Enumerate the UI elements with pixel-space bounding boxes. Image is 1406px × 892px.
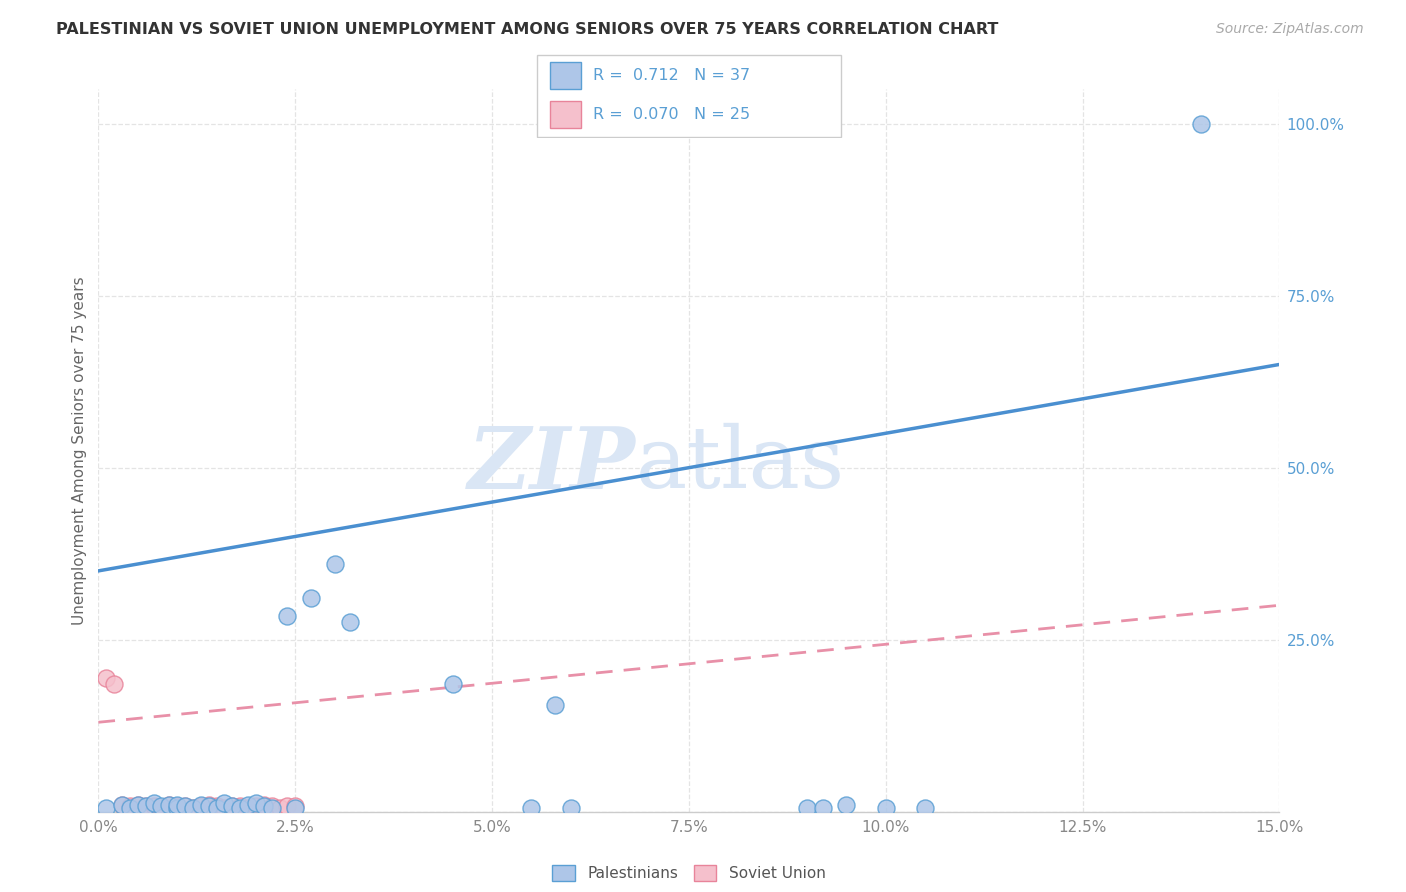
Point xyxy=(181,801,204,815)
Point xyxy=(197,799,219,814)
Point xyxy=(276,799,298,814)
Point xyxy=(875,801,897,815)
Point xyxy=(221,799,243,814)
Point xyxy=(560,801,582,815)
Text: atlas: atlas xyxy=(636,424,845,507)
Point xyxy=(245,797,267,811)
Point xyxy=(150,801,173,815)
Point xyxy=(229,799,252,814)
Point xyxy=(135,799,157,814)
Point xyxy=(441,677,464,691)
Point xyxy=(166,799,188,814)
FancyBboxPatch shape xyxy=(550,101,581,128)
Text: Source: ZipAtlas.com: Source: ZipAtlas.com xyxy=(1216,22,1364,37)
Point xyxy=(96,671,118,685)
Point xyxy=(157,797,180,812)
Point xyxy=(127,797,149,812)
Point xyxy=(166,797,188,812)
Point xyxy=(103,677,125,691)
Point xyxy=(260,799,283,814)
FancyBboxPatch shape xyxy=(550,62,581,89)
Point xyxy=(323,557,346,571)
Point xyxy=(142,799,165,814)
Point xyxy=(197,797,219,812)
Point xyxy=(914,801,936,815)
Point xyxy=(190,797,212,812)
Point xyxy=(811,801,834,815)
Point xyxy=(284,799,307,814)
Point xyxy=(253,797,276,812)
Point xyxy=(236,797,259,812)
Point xyxy=(142,797,165,811)
Point xyxy=(127,797,149,812)
FancyBboxPatch shape xyxy=(537,55,841,136)
Point xyxy=(111,797,134,812)
Point xyxy=(276,608,298,623)
Point xyxy=(520,801,543,815)
Text: PALESTINIAN VS SOVIET UNION UNEMPLOYMENT AMONG SENIORS OVER 75 YEARS CORRELATION: PALESTINIAN VS SOVIET UNION UNEMPLOYMENT… xyxy=(56,22,998,37)
Point xyxy=(181,801,204,815)
Point xyxy=(796,801,818,815)
Point xyxy=(221,799,243,814)
Point xyxy=(205,799,228,814)
Point xyxy=(150,799,173,814)
Point xyxy=(299,591,322,606)
Point xyxy=(111,797,134,812)
Legend: Palestinians, Soviet Union: Palestinians, Soviet Union xyxy=(546,859,832,888)
Text: ZIP: ZIP xyxy=(468,423,636,507)
Point xyxy=(214,797,236,811)
Point xyxy=(174,799,197,814)
Point xyxy=(190,799,212,814)
Point xyxy=(1189,117,1212,131)
Point xyxy=(205,801,228,815)
Point xyxy=(118,799,141,814)
Point xyxy=(339,615,361,630)
Point xyxy=(544,698,567,712)
Point xyxy=(214,801,236,815)
Y-axis label: Unemployment Among Seniors over 75 years: Unemployment Among Seniors over 75 years xyxy=(72,277,87,624)
Point xyxy=(253,799,276,814)
Point xyxy=(269,801,291,815)
Point xyxy=(118,801,141,815)
Point xyxy=(236,801,259,815)
Point xyxy=(284,801,307,815)
Point xyxy=(174,799,197,814)
Point xyxy=(135,799,157,814)
Text: R =  0.712   N = 37: R = 0.712 N = 37 xyxy=(593,68,751,83)
Point xyxy=(245,799,267,814)
Point xyxy=(835,797,858,812)
Point xyxy=(96,801,118,815)
Point xyxy=(166,801,188,815)
Point xyxy=(260,801,283,815)
Point xyxy=(229,801,252,815)
Text: R =  0.070   N = 25: R = 0.070 N = 25 xyxy=(593,107,751,121)
Point xyxy=(157,797,180,812)
